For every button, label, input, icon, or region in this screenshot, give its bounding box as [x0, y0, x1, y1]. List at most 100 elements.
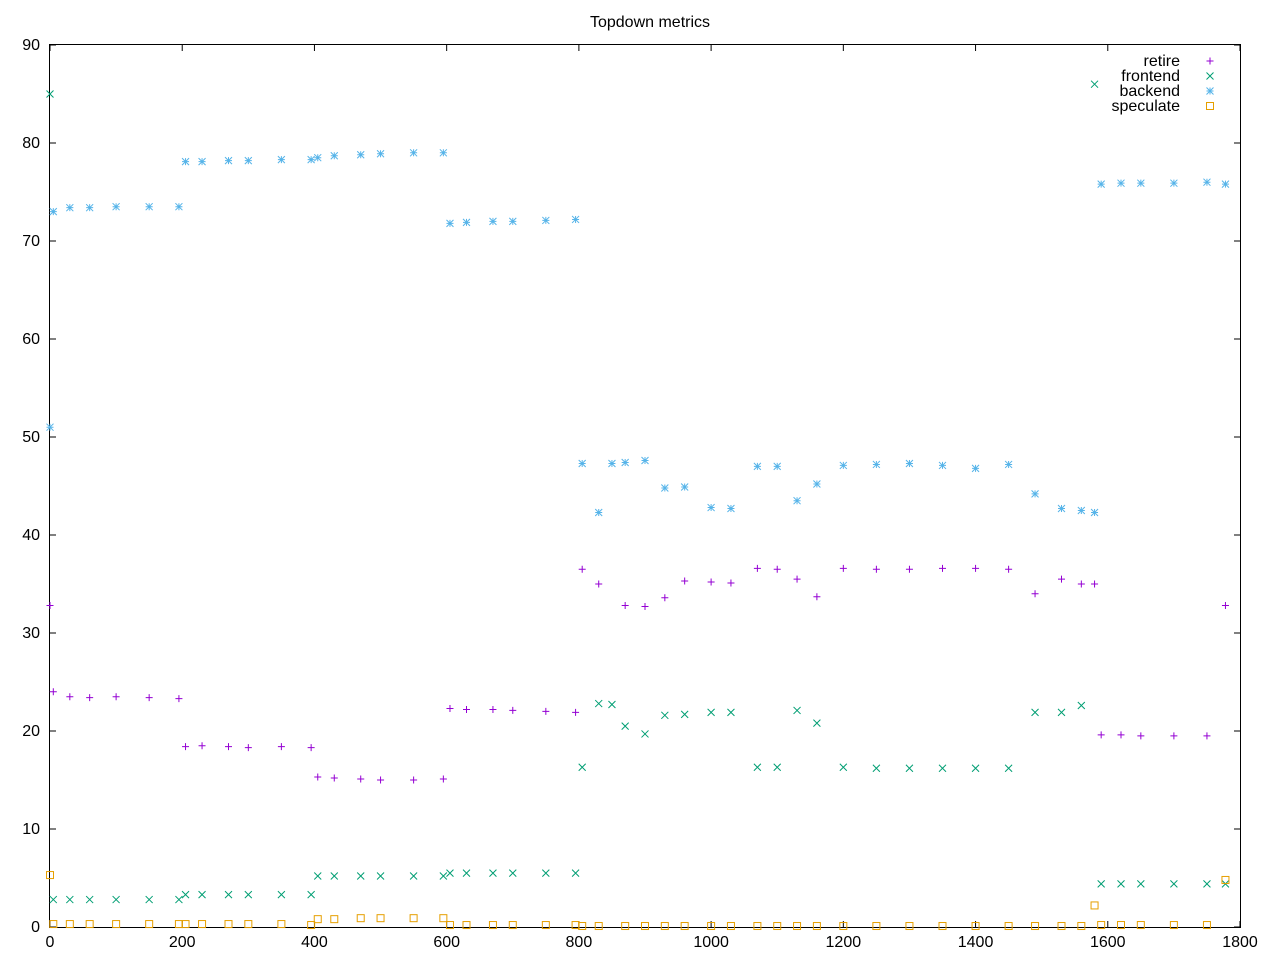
- frontend-point: [46, 90, 54, 98]
- x-tick-label: 1200: [826, 934, 862, 951]
- legend-label-speculate: speculate: [1112, 98, 1181, 115]
- backend-point: [938, 461, 947, 470]
- retire-point: [46, 602, 54, 610]
- retire-point: [1031, 590, 1039, 598]
- frontend-point: [641, 730, 649, 738]
- retire-point: [439, 775, 447, 783]
- speculate-point: [753, 922, 762, 931]
- backend-point: [462, 218, 471, 227]
- speculate-point: [508, 921, 517, 930]
- speculate-point: [488, 921, 497, 930]
- frontend-point: [773, 763, 782, 772]
- speculate-point: [641, 922, 649, 931]
- backend-point: [376, 149, 385, 158]
- y-tick-label: 10: [22, 821, 40, 838]
- retire-point: [578, 565, 586, 573]
- speculate-point: [839, 922, 848, 931]
- speculate-point: [439, 914, 448, 923]
- y-tick-label: 70: [22, 233, 40, 250]
- frontend-point: [356, 872, 365, 880]
- frontend-point: [571, 869, 580, 877]
- backend-point: [839, 461, 848, 470]
- speculate-point: [971, 922, 980, 931]
- backend-point: [773, 462, 782, 471]
- x-tick-label: 1600: [1090, 934, 1126, 951]
- frontend-point: [1090, 80, 1099, 89]
- backend-point: [641, 456, 649, 465]
- frontend-point: [1117, 880, 1125, 888]
- frontend-point: [198, 890, 206, 899]
- frontend-point: [621, 722, 630, 730]
- frontend-point: [813, 719, 821, 728]
- backend-point: [489, 217, 497, 226]
- frontend-point: [65, 895, 74, 904]
- retire-point: [595, 580, 603, 588]
- frontend-point: [1097, 880, 1106, 888]
- frontend-point: [707, 708, 715, 717]
- frontend-point: [1203, 880, 1211, 888]
- frontend-point: [175, 895, 183, 904]
- backend-point: [1170, 179, 1178, 188]
- retire-point: [621, 602, 629, 610]
- speculate-point: [65, 920, 74, 929]
- backend-point: [1077, 506, 1086, 515]
- speculate-point: [1136, 921, 1145, 930]
- speculate-point: [793, 922, 802, 931]
- speculate-point: [905, 922, 914, 931]
- series-backend: [46, 148, 1230, 517]
- retire-point: [972, 564, 980, 572]
- retire-point: [773, 565, 781, 573]
- backend-point: [307, 155, 315, 164]
- speculate-point: [224, 920, 233, 929]
- retire-point: [681, 577, 689, 585]
- retire-point: [314, 773, 322, 781]
- retire-point: [813, 593, 821, 601]
- backend-point: [313, 153, 322, 162]
- retire-point: [872, 565, 880, 573]
- frontend-point: [753, 763, 762, 772]
- backend-point: [1057, 504, 1066, 513]
- backend-point: [409, 148, 418, 157]
- speculate-point: [594, 922, 603, 931]
- x-tick-label: 0: [46, 934, 55, 951]
- speculate-point: [773, 922, 782, 931]
- series-speculate: [46, 871, 1230, 931]
- backend-point: [1203, 178, 1211, 187]
- frontend-point: [541, 869, 550, 877]
- speculate-point: [462, 921, 471, 930]
- retire-point: [182, 743, 190, 751]
- frontend-point: [578, 763, 587, 772]
- retire-point: [1137, 732, 1145, 740]
- speculate-point: [330, 915, 339, 924]
- frontend-point: [508, 869, 517, 877]
- backend-point: [112, 202, 120, 211]
- backend-point: [224, 156, 233, 165]
- retire-point: [1170, 732, 1178, 740]
- legend-label-retire: retire: [1144, 53, 1181, 70]
- backend-point: [727, 504, 735, 513]
- backend-point: [872, 460, 881, 469]
- retire-point: [753, 564, 761, 572]
- backend-point: [49, 207, 58, 216]
- frontend-point: [1170, 880, 1178, 888]
- backend-point: [277, 155, 286, 164]
- speculate-point: [1031, 922, 1040, 931]
- legend-marker-backend: [1206, 87, 1214, 95]
- retire-point: [905, 565, 913, 573]
- speculate-point: [307, 921, 316, 930]
- frontend-point: [1077, 701, 1086, 710]
- backend-point: [1221, 180, 1230, 189]
- speculate-point: [49, 920, 58, 929]
- frontend-point: [181, 890, 190, 899]
- backend-point: [85, 203, 94, 212]
- retire-point: [707, 578, 715, 586]
- frontend-point: [313, 872, 322, 880]
- speculate-point: [1004, 922, 1013, 931]
- retire-point: [410, 776, 418, 784]
- retire-point: [1058, 575, 1065, 583]
- speculate-point: [707, 922, 716, 931]
- frontend-point: [49, 895, 58, 904]
- frontend-point: [727, 708, 735, 717]
- backend-point: [578, 459, 587, 468]
